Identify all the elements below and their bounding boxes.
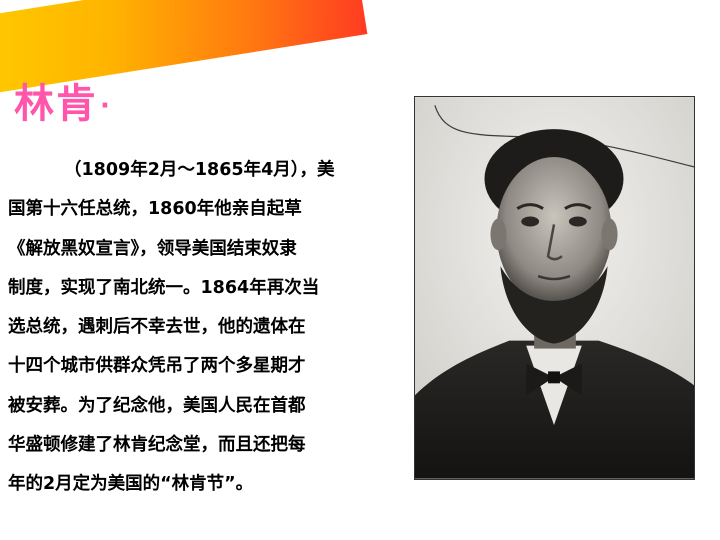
title-dot: · [100, 91, 112, 121]
paragraph-line: 国第十六任总统，1860年他亲自起草 [8, 199, 302, 220]
paragraph-line: 十四个城市供群众凭吊了两个多星期才 [8, 356, 306, 377]
paragraph-line: 选总统，遇刺后不幸去世，他的遗体在 [8, 317, 306, 338]
lincoln-portrait-photo [414, 96, 695, 480]
slide-title: 林肯· [14, 84, 112, 124]
paragraph-line: 被安葬。为了纪念他，美国人民在首都 [8, 395, 306, 416]
portrait-illustration [415, 97, 694, 479]
title-text: 林肯 [14, 81, 98, 127]
paragraph-line: 《解放黑奴宣言》，领导美国结束奴隶 [8, 238, 297, 259]
paragraph-line: （1809年2月～1865年4月），美 [64, 160, 335, 180]
biography-paragraph: （1809年2月～1865年4月），美 国第十六任总统，1860年他亲自起草 《… [8, 151, 360, 505]
paragraph-line: 年的2月定为美国的“林肯节”。 [8, 474, 254, 495]
paragraph-line: 制度，实现了南北统一。1864年再次当 [8, 277, 320, 298]
paragraph-line: 华盛顿修建了林肯纪念堂，而且还把每 [8, 435, 306, 456]
